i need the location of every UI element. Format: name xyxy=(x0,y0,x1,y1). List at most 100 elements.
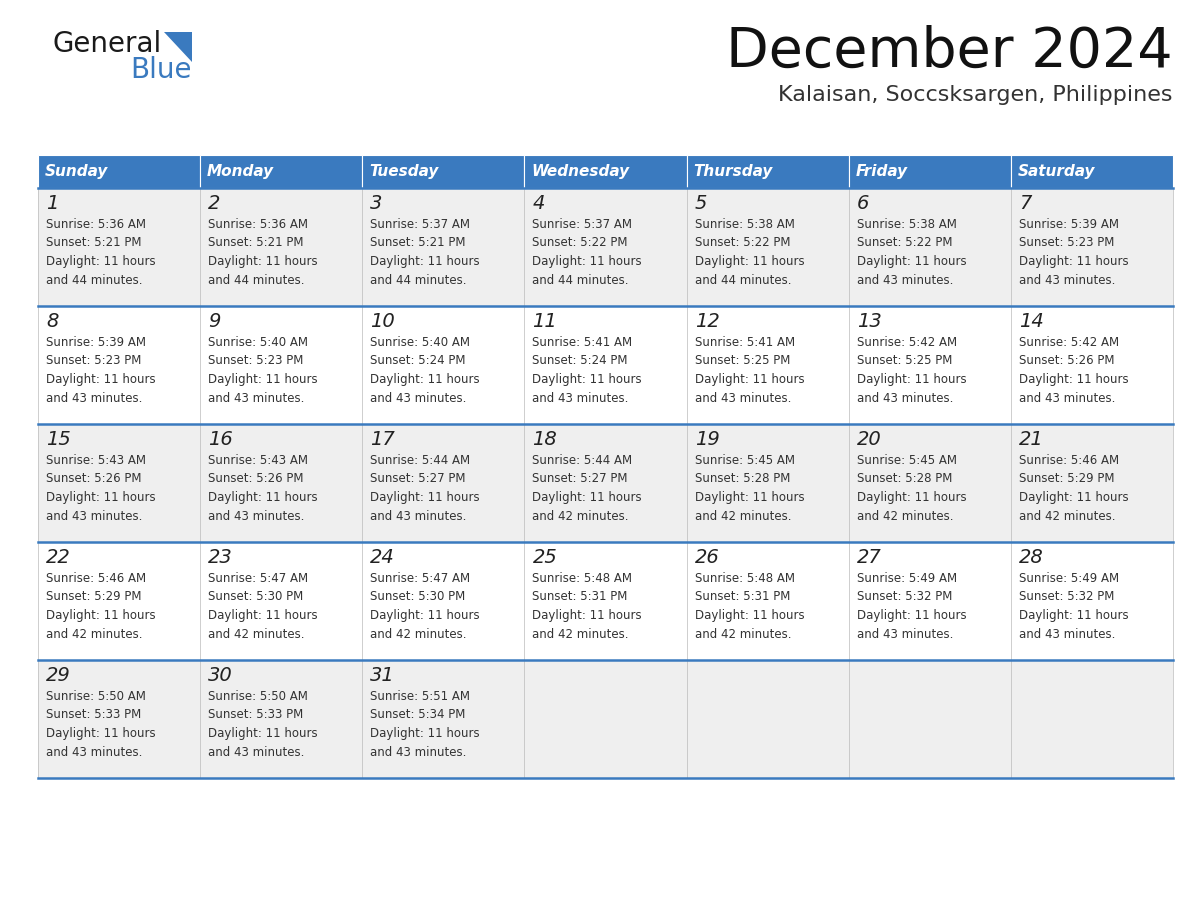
Text: and 43 minutes.: and 43 minutes. xyxy=(208,391,304,405)
Text: Sunset: 5:29 PM: Sunset: 5:29 PM xyxy=(46,590,141,603)
Polygon shape xyxy=(164,32,192,62)
Text: Sunset: 5:22 PM: Sunset: 5:22 PM xyxy=(532,237,628,250)
Text: and 42 minutes.: and 42 minutes. xyxy=(857,509,953,522)
Text: Sunset: 5:33 PM: Sunset: 5:33 PM xyxy=(46,709,141,722)
Text: Sunrise: 5:46 AM: Sunrise: 5:46 AM xyxy=(1019,454,1119,467)
Text: 31: 31 xyxy=(371,666,396,685)
Text: and 43 minutes.: and 43 minutes. xyxy=(1019,274,1116,286)
Text: Sunrise: 5:44 AM: Sunrise: 5:44 AM xyxy=(532,454,632,467)
Text: Sunrise: 5:36 AM: Sunrise: 5:36 AM xyxy=(208,218,308,231)
Text: 20: 20 xyxy=(857,430,881,449)
Text: Daylight: 11 hours: Daylight: 11 hours xyxy=(46,491,156,504)
Text: General: General xyxy=(52,30,162,58)
Text: Sunrise: 5:49 AM: Sunrise: 5:49 AM xyxy=(1019,572,1119,585)
Text: and 43 minutes.: and 43 minutes. xyxy=(695,391,791,405)
Text: Sunrise: 5:41 AM: Sunrise: 5:41 AM xyxy=(695,336,795,349)
Text: Sunset: 5:26 PM: Sunset: 5:26 PM xyxy=(208,473,304,486)
Text: Sunset: 5:31 PM: Sunset: 5:31 PM xyxy=(695,590,790,603)
Text: and 42 minutes.: and 42 minutes. xyxy=(695,509,791,522)
Text: 27: 27 xyxy=(857,548,881,567)
Text: Sunrise: 5:48 AM: Sunrise: 5:48 AM xyxy=(532,572,632,585)
Text: 11: 11 xyxy=(532,312,557,331)
Text: Daylight: 11 hours: Daylight: 11 hours xyxy=(371,727,480,740)
Text: and 43 minutes.: and 43 minutes. xyxy=(1019,628,1116,641)
Text: and 42 minutes.: and 42 minutes. xyxy=(532,628,628,641)
Text: Daylight: 11 hours: Daylight: 11 hours xyxy=(1019,373,1129,386)
Text: Sunrise: 5:47 AM: Sunrise: 5:47 AM xyxy=(208,572,308,585)
Text: Daylight: 11 hours: Daylight: 11 hours xyxy=(208,727,317,740)
Text: Sunset: 5:34 PM: Sunset: 5:34 PM xyxy=(371,709,466,722)
Text: Sunset: 5:27 PM: Sunset: 5:27 PM xyxy=(371,473,466,486)
Text: and 43 minutes.: and 43 minutes. xyxy=(208,509,304,522)
Text: Sunrise: 5:46 AM: Sunrise: 5:46 AM xyxy=(46,572,146,585)
Text: 13: 13 xyxy=(857,312,881,331)
Text: 15: 15 xyxy=(46,430,71,449)
Text: 22: 22 xyxy=(46,548,71,567)
Text: Sunrise: 5:47 AM: Sunrise: 5:47 AM xyxy=(371,572,470,585)
Text: Daylight: 11 hours: Daylight: 11 hours xyxy=(532,609,642,622)
Text: Daylight: 11 hours: Daylight: 11 hours xyxy=(208,373,317,386)
Text: Sunrise: 5:39 AM: Sunrise: 5:39 AM xyxy=(1019,218,1119,231)
Text: and 43 minutes.: and 43 minutes. xyxy=(857,628,953,641)
Text: Sunrise: 5:38 AM: Sunrise: 5:38 AM xyxy=(857,218,956,231)
Text: and 44 minutes.: and 44 minutes. xyxy=(532,274,628,286)
Text: Daylight: 11 hours: Daylight: 11 hours xyxy=(46,373,156,386)
Text: Sunset: 5:24 PM: Sunset: 5:24 PM xyxy=(532,354,628,367)
Text: 7: 7 xyxy=(1019,194,1031,213)
Text: Sunset: 5:31 PM: Sunset: 5:31 PM xyxy=(532,590,627,603)
Text: 19: 19 xyxy=(695,430,719,449)
Text: 2: 2 xyxy=(208,194,221,213)
Text: Friday: Friday xyxy=(855,164,908,179)
Bar xyxy=(687,155,848,188)
Text: 23: 23 xyxy=(208,548,233,567)
Text: Sunset: 5:33 PM: Sunset: 5:33 PM xyxy=(208,709,303,722)
Text: Monday: Monday xyxy=(207,164,274,179)
Text: 29: 29 xyxy=(46,666,71,685)
Text: Sunset: 5:28 PM: Sunset: 5:28 PM xyxy=(695,473,790,486)
Text: Daylight: 11 hours: Daylight: 11 hours xyxy=(208,255,317,268)
Bar xyxy=(524,155,687,188)
Text: Daylight: 11 hours: Daylight: 11 hours xyxy=(208,491,317,504)
Text: Sunset: 5:21 PM: Sunset: 5:21 PM xyxy=(46,237,141,250)
Text: and 43 minutes.: and 43 minutes. xyxy=(1019,391,1116,405)
Text: Sunrise: 5:51 AM: Sunrise: 5:51 AM xyxy=(371,690,470,703)
Text: and 43 minutes.: and 43 minutes. xyxy=(46,509,143,522)
Text: Sunrise: 5:40 AM: Sunrise: 5:40 AM xyxy=(208,336,308,349)
Text: and 42 minutes.: and 42 minutes. xyxy=(371,628,467,641)
Text: Daylight: 11 hours: Daylight: 11 hours xyxy=(695,255,804,268)
Text: and 43 minutes.: and 43 minutes. xyxy=(46,391,143,405)
Text: 9: 9 xyxy=(208,312,221,331)
Text: and 42 minutes.: and 42 minutes. xyxy=(695,628,791,641)
Text: Daylight: 11 hours: Daylight: 11 hours xyxy=(46,609,156,622)
Text: 14: 14 xyxy=(1019,312,1043,331)
Text: Sunset: 5:26 PM: Sunset: 5:26 PM xyxy=(1019,354,1114,367)
Text: Sunrise: 5:45 AM: Sunrise: 5:45 AM xyxy=(857,454,956,467)
Text: and 42 minutes.: and 42 minutes. xyxy=(46,628,143,641)
Text: Sunset: 5:25 PM: Sunset: 5:25 PM xyxy=(695,354,790,367)
Text: Daylight: 11 hours: Daylight: 11 hours xyxy=(46,255,156,268)
Text: Sunrise: 5:38 AM: Sunrise: 5:38 AM xyxy=(695,218,795,231)
Text: Sunrise: 5:39 AM: Sunrise: 5:39 AM xyxy=(46,336,146,349)
Text: Sunset: 5:32 PM: Sunset: 5:32 PM xyxy=(1019,590,1114,603)
Text: Sunrise: 5:50 AM: Sunrise: 5:50 AM xyxy=(46,690,146,703)
Text: and 43 minutes.: and 43 minutes. xyxy=(857,274,953,286)
Text: Sunrise: 5:49 AM: Sunrise: 5:49 AM xyxy=(857,572,956,585)
Bar xyxy=(38,306,1173,424)
Text: Sunset: 5:28 PM: Sunset: 5:28 PM xyxy=(857,473,952,486)
Text: Sunset: 5:23 PM: Sunset: 5:23 PM xyxy=(46,354,141,367)
Text: Sunset: 5:25 PM: Sunset: 5:25 PM xyxy=(857,354,952,367)
Text: Daylight: 11 hours: Daylight: 11 hours xyxy=(46,727,156,740)
Text: Sunset: 5:22 PM: Sunset: 5:22 PM xyxy=(857,237,953,250)
Text: Sunrise: 5:43 AM: Sunrise: 5:43 AM xyxy=(208,454,308,467)
Text: Sunset: 5:23 PM: Sunset: 5:23 PM xyxy=(208,354,303,367)
Bar xyxy=(200,155,362,188)
Text: Daylight: 11 hours: Daylight: 11 hours xyxy=(857,609,966,622)
Text: Daylight: 11 hours: Daylight: 11 hours xyxy=(371,491,480,504)
Text: Daylight: 11 hours: Daylight: 11 hours xyxy=(1019,255,1129,268)
Text: Daylight: 11 hours: Daylight: 11 hours xyxy=(1019,491,1129,504)
Text: 25: 25 xyxy=(532,548,557,567)
Text: 28: 28 xyxy=(1019,548,1043,567)
Text: Sunrise: 5:41 AM: Sunrise: 5:41 AM xyxy=(532,336,632,349)
Text: and 43 minutes.: and 43 minutes. xyxy=(208,745,304,758)
Text: and 42 minutes.: and 42 minutes. xyxy=(532,509,628,522)
